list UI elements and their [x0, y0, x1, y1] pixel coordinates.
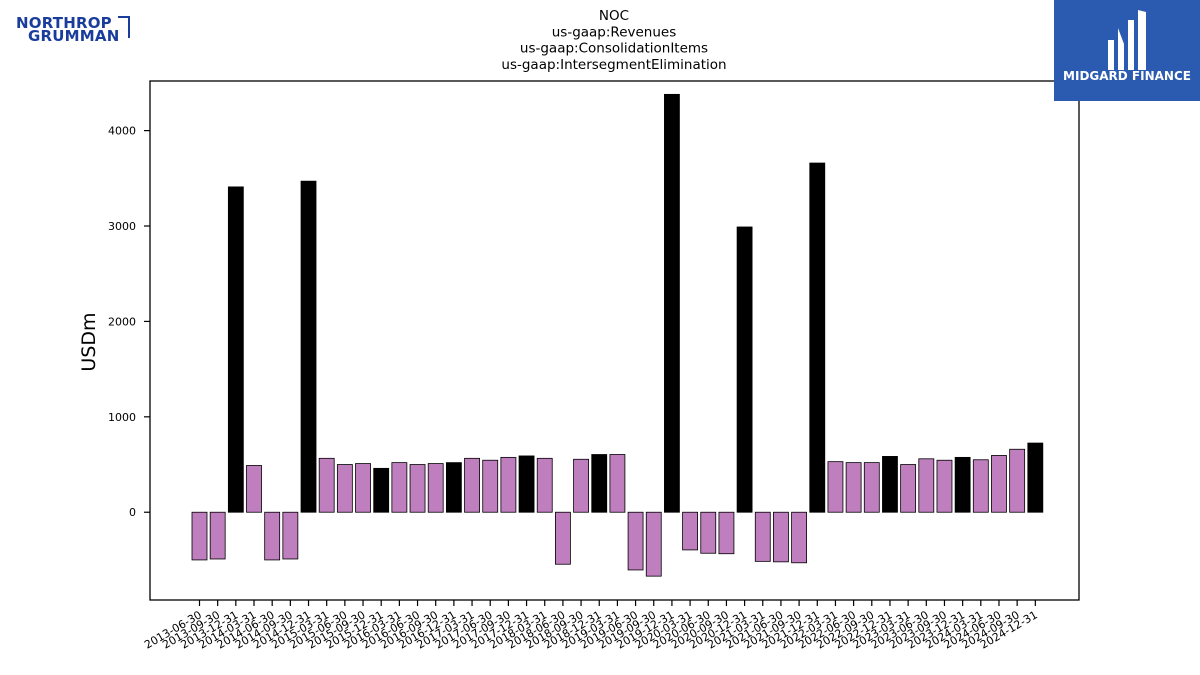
chart-title-line: us-gaap:IntersegmentElimination: [501, 57, 726, 73]
chart-title-line: us-gaap:Revenues: [552, 24, 677, 40]
logo-bracket-icon: [118, 16, 130, 38]
bar: [718, 511, 735, 555]
y-axis-label: USDm: [78, 312, 100, 371]
bar: [627, 511, 644, 571]
bar: [809, 162, 826, 513]
bar: [1009, 448, 1026, 513]
chart-title-line: us-gaap:ConsolidationItems: [520, 41, 708, 57]
bar: [736, 226, 753, 513]
bar: [391, 462, 408, 513]
bar: [482, 459, 499, 513]
y-tick-label: 4000: [108, 125, 136, 138]
bar: [918, 458, 935, 513]
bar: [900, 464, 917, 513]
bar: [936, 459, 953, 513]
bar: [209, 511, 226, 560]
bar: [664, 93, 680, 513]
bar: [427, 463, 444, 513]
midgard-mark-icon: [1108, 10, 1146, 70]
bar: [954, 456, 971, 513]
bar: [264, 511, 281, 561]
bar: [555, 511, 571, 565]
bar: [227, 186, 244, 513]
bar: [500, 456, 517, 513]
bar: [373, 467, 390, 513]
y-tick-label: 2000: [108, 315, 136, 328]
bar: [1027, 442, 1044, 513]
bar: [863, 462, 880, 513]
bar: [191, 511, 208, 561]
bar: [972, 459, 989, 513]
bar: [573, 458, 589, 513]
bar: [609, 454, 626, 513]
bar: [355, 463, 371, 513]
chart-title-line: NOC: [599, 8, 629, 24]
bar: [845, 462, 862, 513]
bar: [464, 457, 480, 513]
logo-text: MIDGARD FINANCE: [1063, 69, 1191, 83]
bar: [445, 462, 462, 513]
bar: [282, 511, 299, 560]
bar: [791, 511, 808, 564]
bar: [773, 511, 789, 563]
logo-line-2: GRUMMAN: [28, 27, 120, 45]
bar: [645, 511, 662, 577]
bar: [300, 180, 317, 513]
bars-group: [191, 93, 1044, 577]
y-tick-label: 1000: [108, 411, 136, 424]
bar: [700, 511, 717, 554]
northrop-grumman-logo: NORTHROP GRUMMAN: [14, 14, 134, 45]
bar: [591, 454, 608, 513]
bar: [409, 464, 426, 513]
bar: [336, 464, 353, 513]
plot-frame: [149, 80, 1080, 601]
bar: [827, 461, 844, 513]
midgard-finance-logo: MIDGARD FINANCE: [1054, 0, 1200, 101]
bar: [991, 455, 1007, 513]
bar: [518, 455, 535, 513]
x-axis: 2013-06-302013-09-302013-12-312014-03-31…: [142, 600, 1040, 652]
y-tick-label: 0: [129, 506, 136, 519]
logo-line-1: NORTHROP: [16, 14, 112, 32]
bar: [754, 511, 771, 562]
bar: [536, 457, 553, 513]
bar: [246, 465, 262, 513]
chart-title: NOCus-gaap:Revenuesus-gaap:Consolidation…: [501, 8, 726, 73]
bar: [682, 511, 698, 551]
bar: [882, 456, 898, 513]
bar: [318, 457, 335, 513]
y-tick-label: 3000: [108, 220, 136, 233]
y-axis: 0 1000 2000 3000 4000: [108, 125, 150, 519]
